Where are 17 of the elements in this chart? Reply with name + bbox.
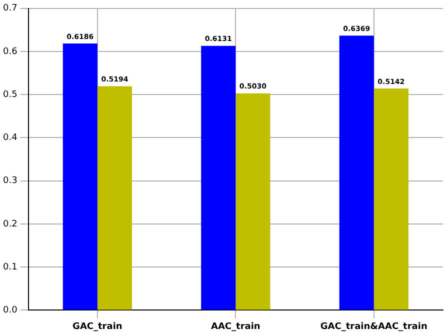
bar bbox=[97, 86, 132, 310]
bar bbox=[201, 46, 236, 310]
y-tick-label: 0.3 bbox=[2, 176, 18, 186]
y-tick-label: 0.6 bbox=[2, 46, 18, 57]
y-tick-label: 0.2 bbox=[2, 219, 18, 230]
x-tick-label: AAC_train bbox=[210, 322, 260, 332]
x-tick-label: GAC_train&AAC_train bbox=[320, 322, 428, 332]
x-tick-label: GAC_train bbox=[72, 322, 122, 332]
bar bbox=[236, 93, 270, 310]
y-tick-label: 0.1 bbox=[2, 262, 18, 272]
y-tick-label: 0.7 bbox=[2, 4, 18, 14]
y-tick-label: 0.4 bbox=[2, 133, 18, 144]
bar bbox=[339, 36, 374, 310]
y-tick-label: 0.0 bbox=[2, 306, 18, 316]
bar bbox=[374, 88, 408, 310]
y-tick-label: 0.5 bbox=[2, 90, 18, 100]
bar bbox=[62, 43, 98, 310]
